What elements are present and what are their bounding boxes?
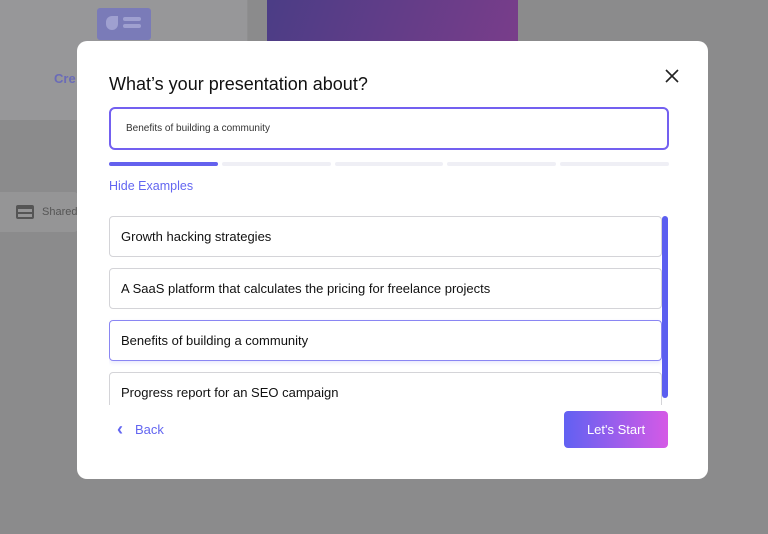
- examples-list: Growth hacking strategies A SaaS platfor…: [109, 216, 662, 405]
- close-icon[interactable]: [663, 67, 681, 85]
- chevron-left-icon: ‹: [117, 419, 123, 439]
- progress-steps: [109, 162, 669, 166]
- hide-examples-link[interactable]: Hide Examples: [109, 179, 194, 193]
- progress-step: [447, 162, 557, 166]
- dialog-title: What’s your presentation about?: [109, 74, 368, 94]
- example-item[interactable]: Growth hacking strategies: [109, 216, 662, 257]
- progress-step: [109, 162, 218, 166]
- progress-step: [334, 162, 444, 166]
- back-label: Back: [135, 421, 164, 437]
- example-item-selected[interactable]: Benefits of building a community: [109, 320, 662, 361]
- presentation-icon: [97, 8, 151, 40]
- examples-scrollbar[interactable]: [662, 216, 668, 398]
- presentation-topic-dialog: What’s your presentation about? Hide Exa…: [77, 41, 708, 479]
- progress-step: [221, 162, 331, 166]
- example-item[interactable]: Progress report for an SEO campaign: [109, 372, 662, 405]
- example-item[interactable]: A SaaS platform that calculates the pric…: [109, 268, 662, 309]
- back-button[interactable]: ‹ Back: [117, 420, 164, 438]
- background-create-label: Cre: [54, 71, 76, 86]
- sidebar-item-shared: Shared: [0, 192, 78, 232]
- topic-input[interactable]: [109, 107, 669, 150]
- table-icon: [16, 205, 34, 219]
- sidebar-item-label: Shared: [42, 206, 78, 218]
- progress-step: [560, 162, 669, 166]
- lets-start-button[interactable]: Let's Start: [564, 411, 668, 448]
